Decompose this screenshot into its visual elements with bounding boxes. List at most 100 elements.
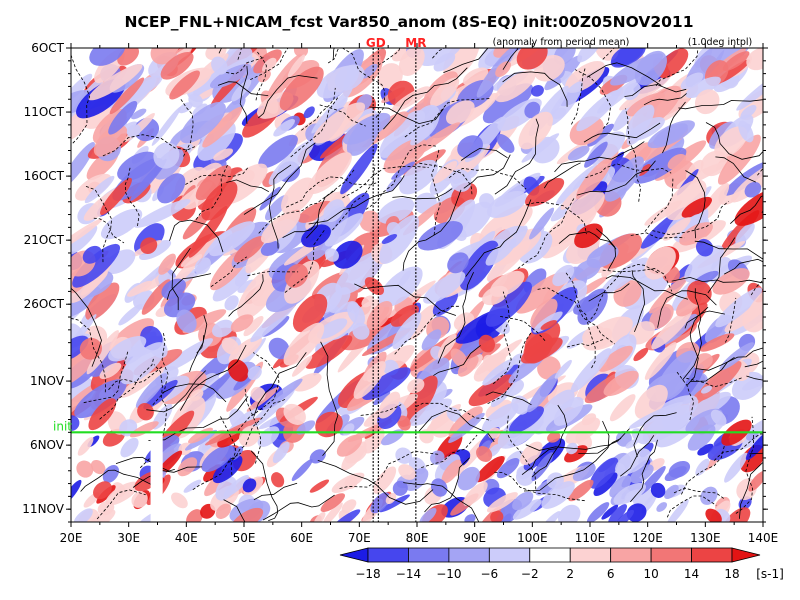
contour-positive — [196, 314, 208, 354]
contour-positive — [437, 272, 474, 364]
anomaly-blob — [441, 459, 462, 484]
contour-positive — [705, 122, 763, 160]
anomaly-blob — [77, 437, 94, 456]
anomaly-blob — [72, 243, 121, 288]
contour-negative — [494, 471, 585, 502]
anomaly-blob — [176, 309, 197, 333]
anomaly-blob — [443, 48, 480, 80]
contour-positive — [171, 247, 191, 311]
anomaly-blob — [611, 48, 644, 67]
x-tick-label: 80E — [406, 531, 429, 545]
anomaly-blob — [313, 511, 326, 522]
anomaly-blob — [416, 48, 464, 66]
anomaly-blob — [655, 411, 700, 448]
anomaly-blob — [268, 337, 290, 360]
contour-negative — [152, 332, 169, 406]
colorbar-box — [650, 547, 692, 563]
anomaly-blob — [100, 208, 143, 240]
anomaly-blob — [577, 288, 608, 325]
site-label: GD — [366, 36, 386, 50]
anomaly-blob — [336, 434, 363, 457]
anomaly-blob — [563, 190, 605, 227]
contour-negative — [290, 95, 340, 158]
colorbar-label: 18 — [724, 567, 739, 581]
anomaly-blob — [364, 277, 384, 296]
contour-negative — [71, 317, 107, 393]
anomaly-blob — [379, 215, 419, 264]
anomaly-blob — [695, 238, 714, 257]
anomaly-blob — [381, 234, 398, 244]
anomaly-blob — [76, 460, 94, 478]
anomaly-blob — [130, 158, 167, 201]
anomaly-blob — [156, 443, 183, 468]
contour-negative — [96, 489, 146, 520]
anomaly-blob — [171, 492, 188, 509]
anomaly-blob — [131, 108, 147, 120]
anomaly-blob — [495, 70, 536, 103]
site-label: MR — [405, 36, 426, 50]
contour-positive — [631, 270, 646, 333]
contour-positive — [282, 219, 320, 238]
anomaly-blob — [233, 236, 265, 263]
anomaly-blob — [71, 225, 98, 255]
anomaly-blob — [574, 223, 603, 249]
chart-subtitle-right: (1.0deg intpl) — [688, 37, 753, 48]
colorbar-box — [408, 547, 450, 563]
contour-positive — [243, 142, 316, 215]
anomaly-blob — [184, 429, 218, 451]
contour-negative — [644, 178, 674, 232]
contour-positive — [258, 75, 318, 119]
anomaly-blob — [745, 430, 763, 461]
anomaly-blob — [235, 268, 250, 287]
contour-negative — [185, 166, 249, 185]
anomaly-blob — [296, 420, 316, 435]
colorbar-box — [488, 547, 531, 563]
anomaly-blob — [714, 126, 748, 158]
contour-negative — [360, 404, 402, 416]
contour-negative — [404, 98, 490, 138]
x-tick-label: 70E — [348, 531, 371, 545]
anomaly-blob — [134, 199, 191, 228]
anomaly-blob — [608, 504, 628, 522]
contour-positive — [317, 460, 434, 505]
anomaly-blob — [311, 87, 353, 134]
anomaly-blob — [722, 51, 750, 72]
anomaly-blob — [511, 395, 530, 415]
anomaly-blob — [650, 482, 666, 498]
anomaly-blob — [546, 472, 564, 489]
anomaly-blob — [684, 245, 725, 283]
anomaly-blob — [486, 492, 518, 513]
anomaly-blob — [183, 479, 202, 493]
anomaly-blob — [449, 169, 472, 192]
anomaly-blob — [88, 64, 143, 101]
anomaly-blob — [312, 102, 366, 144]
x-axis: 20E 30E 40E 50E 60E 70E 80E 90E 100E 110E 120E 130E… — [60, 43, 778, 545]
y-tick-label: 6OCT — [31, 41, 64, 55]
anomaly-blob — [292, 293, 328, 333]
anomaly-blob — [408, 122, 461, 159]
contour-negative — [226, 56, 265, 75]
anomaly-blob — [209, 221, 255, 257]
y-tick-label: 26OCT — [24, 297, 65, 311]
anomaly-blob — [681, 196, 712, 218]
anomaly-blob — [572, 464, 596, 482]
anomaly-blob — [419, 507, 437, 522]
contour-negative — [492, 291, 512, 385]
y-tick-label: 16OCT — [24, 169, 65, 183]
contour-negative — [237, 48, 242, 60]
anomaly-blob — [108, 100, 138, 135]
anomaly-blob — [595, 48, 619, 61]
contour-negative — [219, 414, 237, 476]
anomaly-blob — [323, 199, 345, 223]
contour-positive — [578, 438, 622, 454]
contour-negative — [487, 332, 532, 405]
contour-positive — [217, 81, 269, 96]
anomaly-blob — [625, 104, 655, 140]
anomaly-blob — [242, 478, 257, 493]
contour-negative — [102, 134, 196, 157]
anomaly-blob — [291, 355, 313, 377]
anomaly-blob — [626, 503, 647, 522]
anomaly-blob — [423, 271, 466, 304]
anomaly-blob — [373, 391, 391, 406]
colorbar-box — [367, 547, 409, 563]
